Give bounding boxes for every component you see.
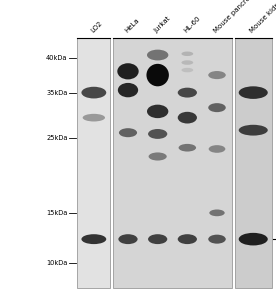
Ellipse shape	[147, 105, 168, 118]
Ellipse shape	[209, 209, 225, 216]
Text: LO2: LO2	[90, 20, 103, 34]
Ellipse shape	[239, 86, 268, 99]
Ellipse shape	[178, 112, 197, 124]
Ellipse shape	[119, 128, 137, 137]
Ellipse shape	[179, 144, 196, 152]
Ellipse shape	[118, 83, 138, 97]
Ellipse shape	[81, 234, 106, 244]
Text: Mouse kidney: Mouse kidney	[249, 0, 276, 34]
Ellipse shape	[208, 235, 226, 244]
Ellipse shape	[181, 68, 193, 72]
Ellipse shape	[178, 234, 197, 244]
Text: 35kDa: 35kDa	[46, 90, 68, 96]
Ellipse shape	[178, 88, 197, 98]
Ellipse shape	[181, 60, 193, 65]
Ellipse shape	[239, 125, 268, 136]
Ellipse shape	[208, 71, 226, 79]
Ellipse shape	[81, 87, 106, 98]
Text: Jurkat: Jurkat	[153, 15, 172, 34]
Ellipse shape	[181, 52, 193, 56]
Ellipse shape	[148, 129, 167, 139]
Text: 25kDa: 25kDa	[46, 135, 68, 141]
Ellipse shape	[239, 233, 268, 245]
Text: Mouse pancreas: Mouse pancreas	[213, 0, 257, 34]
Ellipse shape	[83, 114, 105, 122]
Ellipse shape	[148, 234, 167, 244]
Text: 40kDa: 40kDa	[46, 55, 68, 61]
Bar	[113, 38, 232, 288]
Text: HeLa: HeLa	[124, 17, 140, 34]
Ellipse shape	[148, 152, 167, 160]
Ellipse shape	[209, 145, 225, 153]
Text: HL-60: HL-60	[183, 15, 202, 34]
Ellipse shape	[117, 63, 139, 80]
Text: 15kDa: 15kDa	[46, 210, 68, 216]
Ellipse shape	[147, 50, 168, 60]
Text: 10kDa: 10kDa	[46, 260, 68, 266]
Bar	[235, 38, 272, 288]
Ellipse shape	[208, 103, 226, 112]
Ellipse shape	[147, 64, 169, 86]
Bar	[77, 38, 110, 288]
Ellipse shape	[118, 234, 138, 244]
